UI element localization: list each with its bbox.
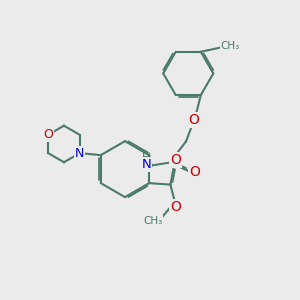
Text: CH₃: CH₃ [220,41,239,52]
Text: H: H [142,151,151,164]
Text: O: O [189,113,200,127]
Text: O: O [189,165,200,179]
Text: O: O [170,153,181,167]
Text: N: N [141,158,151,171]
Text: O: O [170,200,181,214]
Text: N: N [75,147,84,160]
Text: O: O [43,128,53,141]
Text: CH₃: CH₃ [143,216,162,226]
